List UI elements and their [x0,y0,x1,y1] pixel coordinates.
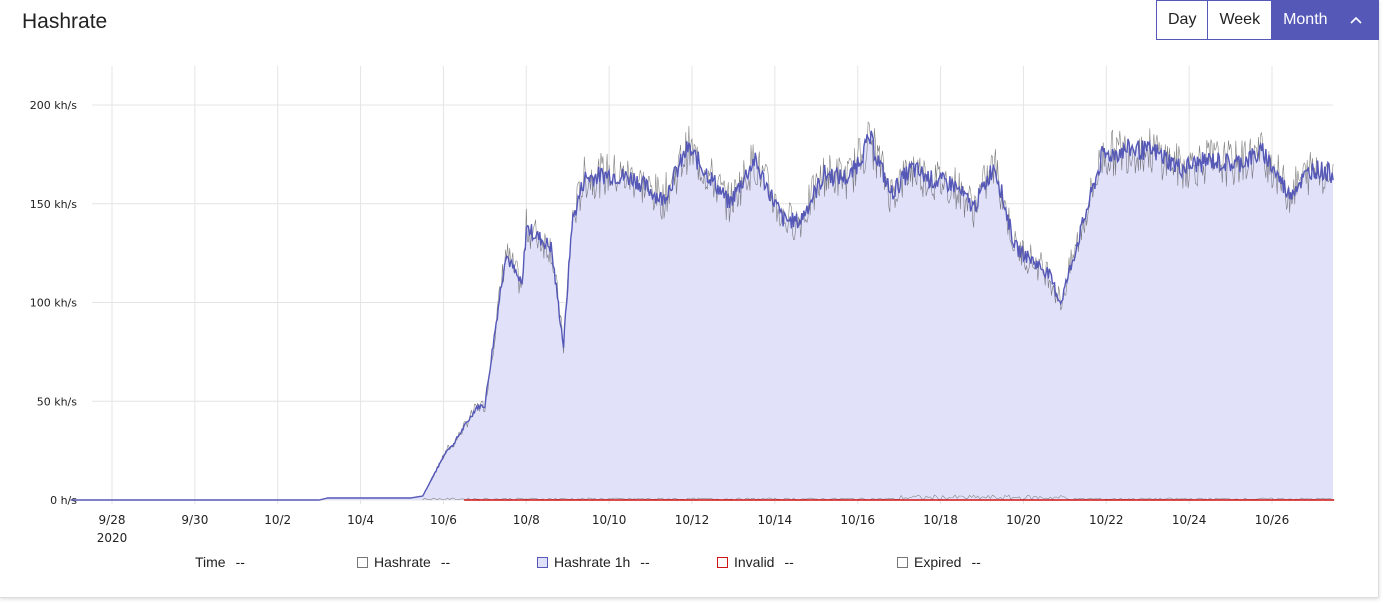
legend-hashrate[interactable]: Hashrate -- [357,554,450,570]
legend-time: Time -- [195,554,245,570]
legend-expired-value: -- [971,554,981,570]
range-week-button[interactable]: Week [1208,1,1273,39]
x-tick-label: 9/28 [99,513,126,527]
x-tick-label: 10/26 [1255,513,1290,527]
hashrate-chart: 0 h/s 50 kh/s 100 kh/s 150 kh/s 200 kh/s 9/2… [30,66,1335,545]
x-tick-label: 10/14 [758,513,793,527]
legend-hashrate-value: -- [440,554,451,570]
hashrate-1h-line [70,130,1334,501]
expired-line [422,494,1335,501]
x-tick-year: 2020 [97,531,128,545]
x-axis-labels: 9/28 9/30 10/2 10/4 10/6 10/8 10/10 10/12 10/14 1… [97,513,1290,545]
legend-hashrate-1h-value: -- [640,554,650,570]
hashrate-1h-area [70,130,1334,501]
chart-title: Hashrate [22,10,108,33]
x-tick-label: 10/22 [1089,513,1124,527]
legend-expired-swatch[interactable] [897,556,908,568]
legend-hashrate-swatch[interactable] [357,556,368,568]
y-tick-label: 200 kh/s [30,99,78,112]
legend-invalid[interactable]: Invalid -- [717,554,794,570]
y-tick-label: 150 kh/s [30,198,78,211]
legend-hashrate-1h[interactable]: Hashrate 1h -- [537,554,650,570]
x-tick-label: 10/2 [264,513,291,527]
x-tick-label: 10/8 [513,513,540,527]
x-tick-label: 10/10 [592,513,627,527]
range-selector: Day Week Month [1156,0,1379,40]
x-tick-label: 10/16 [840,513,875,527]
y-axis-labels: 0 h/s 50 kh/s 100 kh/s 150 kh/s 200 kh/s [30,99,78,507]
legend-invalid-label: Invalid [734,554,775,570]
legend-time-label: Time [195,554,226,570]
y-tick-label: 0 h/s [50,494,77,507]
legend-invalid-value: -- [784,554,794,570]
x-tick-label: 9/30 [181,513,208,527]
y-tick-label: 100 kh/s [30,297,78,310]
legend-expired[interactable]: Expired -- [897,554,981,570]
chart-series [70,121,1335,501]
legend-expired-label: Expired [914,554,962,570]
range-month-button[interactable]: Month [1272,1,1334,39]
x-tick-label: 10/24 [1172,513,1207,527]
range-day-button[interactable]: Day [1157,1,1209,39]
y-tick-label: 50 kh/s [37,395,78,408]
legend-invalid-swatch[interactable] [717,556,728,568]
legend-time-value: -- [235,554,245,570]
x-tick-label: 10/6 [430,513,457,527]
x-tick-label: 10/20 [1006,513,1041,527]
chevron-up-icon[interactable] [1333,1,1378,39]
x-tick-label: 10/4 [347,513,374,527]
legend-hashrate-label: Hashrate [374,554,431,570]
legend-hashrate-1h-swatch[interactable] [537,556,548,568]
chart-legend: Time -- Hashrate -- Hashrate 1h -- Inval… [0,554,1378,576]
x-tick-label: 10/18 [923,513,958,527]
x-tick-label: 10/12 [675,513,710,527]
legend-hashrate-1h-label: Hashrate 1h [554,554,631,570]
